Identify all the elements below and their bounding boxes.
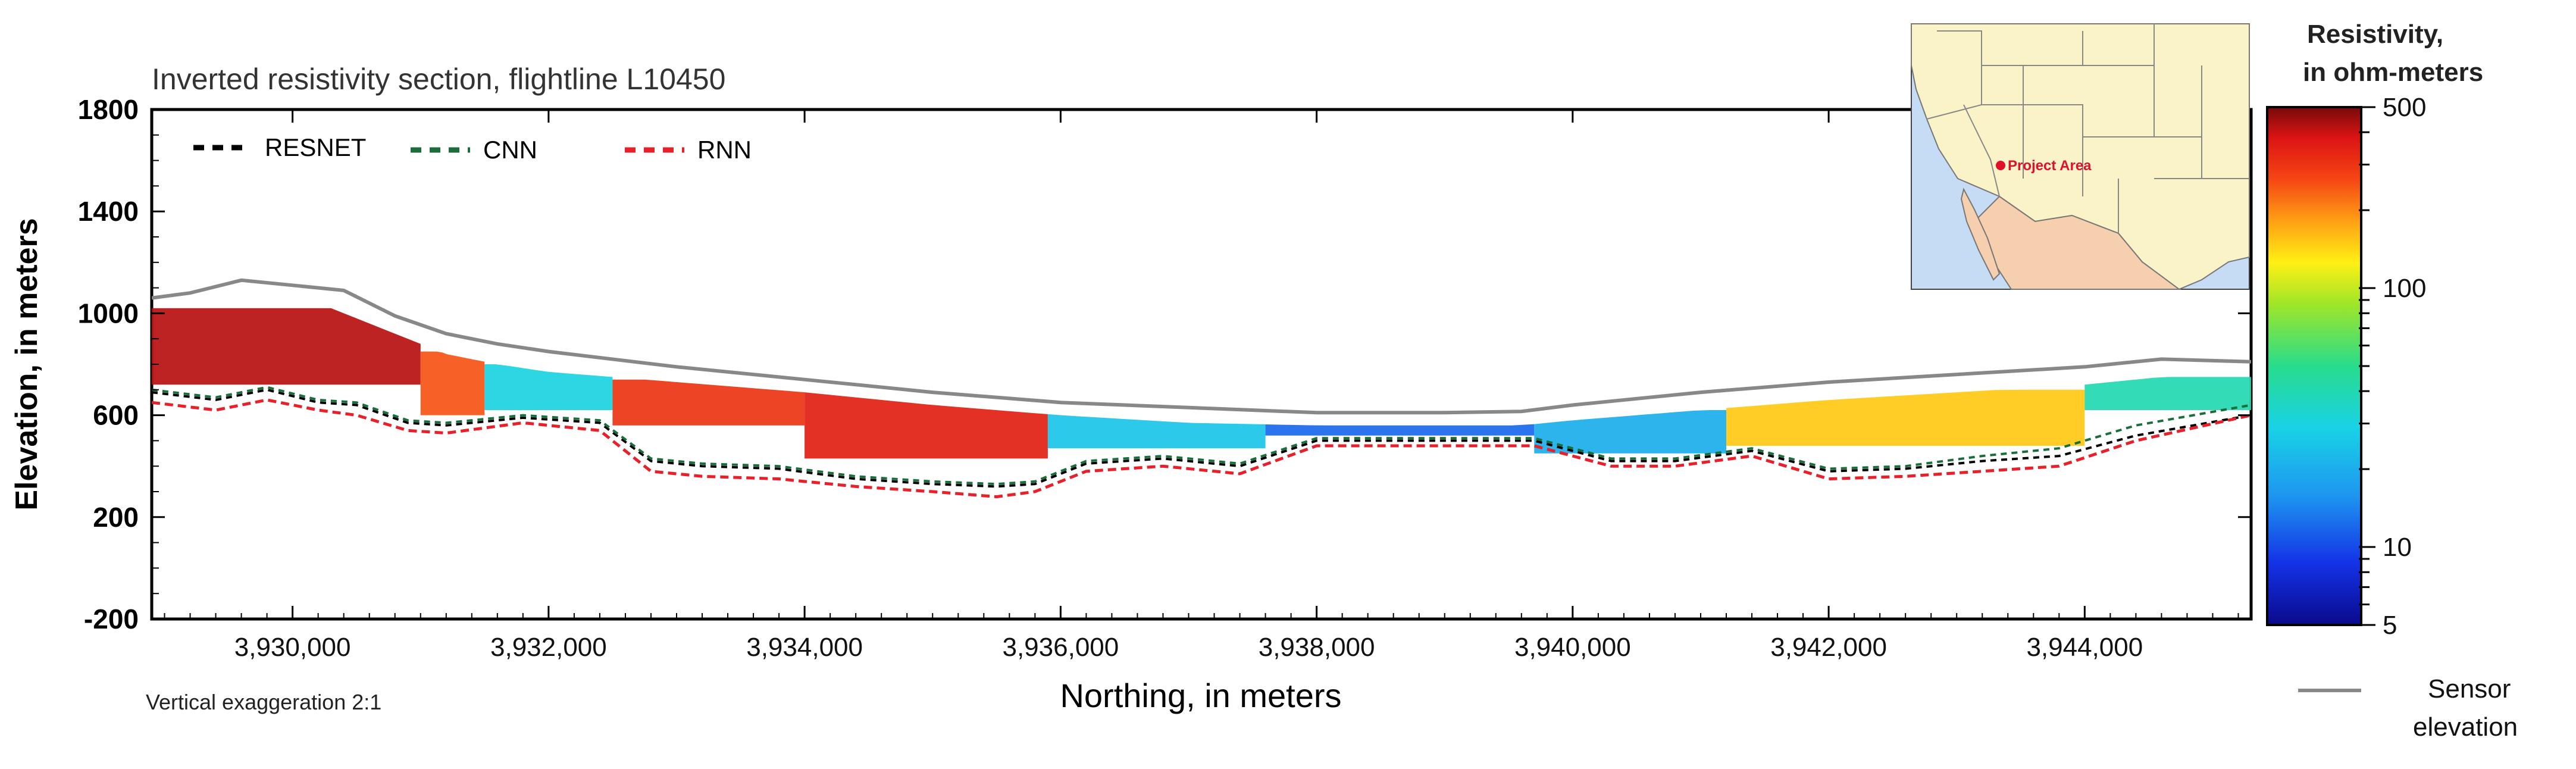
y-tick-label: 200	[93, 502, 139, 533]
colorbar-tick-label: 100	[2383, 274, 2426, 303]
sensor-elevation-legend: Sensor elevation	[2298, 674, 2518, 742]
legend-label-cnn: CNN	[483, 136, 537, 164]
colorbar-tick-label: 500	[2383, 93, 2426, 122]
resistivity-block	[484, 364, 613, 410]
colorbar-title-line2: in ohm-meters	[2303, 58, 2483, 87]
legend-item-resnet: RESNET	[193, 133, 366, 161]
colorbar-gradient	[2266, 106, 2362, 626]
colorbar-title-line1: Resistivity,	[2307, 20, 2443, 49]
resistivity-block	[2084, 377, 2251, 410]
legend-label-rnn: RNN	[697, 136, 752, 164]
doi-line-resnet	[152, 388, 2251, 488]
project-area-marker	[1996, 161, 2005, 170]
x-axis-title: Northing, in meters	[1060, 677, 1341, 714]
y-tick-labels: -200 200 600 1000 1400 1800	[78, 94, 139, 634]
colorbar-ticks	[2359, 106, 2375, 626]
inset-map-baja	[1960, 187, 2001, 281]
project-area-label: Project Area	[2008, 158, 2092, 174]
resistivity-section	[152, 308, 2251, 459]
vertical-exaggeration-note: Vertical exaggeration 2:1	[146, 690, 381, 714]
inset-map: Project Area	[1911, 23, 2250, 290]
doi-line-rnn	[152, 398, 2251, 499]
legend-item-cnn: CNN	[411, 136, 537, 164]
x-tick-label: 3,940,000	[1514, 633, 1631, 662]
chart-title: Inverted resistivity section, flightline…	[152, 62, 725, 96]
legend-item-rnn: RNN	[625, 136, 752, 164]
x-tick-label: 3,938,000	[1259, 633, 1375, 662]
y-tick-label: 1400	[78, 196, 139, 227]
resistivity-block	[1265, 424, 1535, 436]
sensor-elevation-line	[152, 278, 2251, 415]
x-tick-label: 3,934,000	[746, 633, 863, 662]
inset-map-state-borders	[1926, 24, 2249, 233]
x-tick-label: 3,942,000	[1770, 633, 1887, 662]
sensor-elevation-label-line2: elevation	[2413, 712, 2518, 742]
resistivity-block	[152, 308, 421, 385]
doi-line-cnn	[152, 386, 2251, 486]
x-tick-labels: 3,930,000 3,932,000 3,934,000 3,936,000 …	[234, 633, 2143, 662]
curves-layer	[152, 278, 2251, 499]
y-tick-label: 600	[93, 400, 139, 431]
resistivity-block	[1726, 389, 2085, 446]
x-tick-label: 3,936,000	[1002, 633, 1119, 662]
colorbar: Resistivity, in ohm-meters 5 10 100 500	[2266, 20, 2483, 640]
resistivity-block	[805, 392, 1048, 459]
y-tick-label: 1800	[78, 94, 139, 125]
plot-frame	[150, 108, 2253, 621]
colorbar-tick-label: 10	[2383, 533, 2412, 562]
plot-area	[150, 108, 2253, 621]
x-tick-label: 3,932,000	[490, 633, 607, 662]
resistivity-block	[420, 351, 485, 415]
legend: RESNET CNN RNN	[193, 133, 752, 164]
x-tick-label: 3,930,000	[234, 633, 351, 662]
y-tick-label: -200	[84, 604, 139, 634]
legend-label-resnet: RESNET	[265, 133, 366, 161]
y-tick-label: 1000	[78, 298, 139, 329]
resistivity-block	[1534, 410, 1726, 454]
resistivity-block	[1047, 414, 1266, 449]
x-tick-label: 3,944,000	[2026, 633, 2143, 662]
y-axis-title: Elevation, in meters	[10, 218, 44, 510]
sensor-elevation-label-line1: Sensor	[2428, 674, 2511, 704]
colorbar-tick-label: 5	[2383, 611, 2397, 640]
resistivity-block	[612, 379, 805, 426]
